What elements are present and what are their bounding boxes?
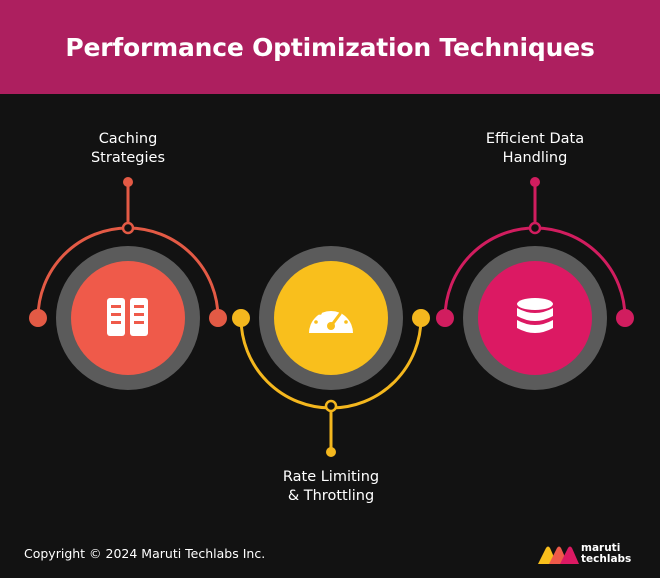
connector-end-dot <box>616 309 634 327</box>
inner-circle <box>71 261 185 375</box>
technique-node-data-handling <box>436 177 634 390</box>
header-banner: Performance Optimization Techniques <box>0 0 660 94</box>
logo-wordmark: maruti techlabs <box>581 542 632 565</box>
connector-end-dot <box>436 309 454 327</box>
logo-mark-icon <box>538 546 579 564</box>
copyright-text: Copyright © 2024 Maruti Techlabs Inc. <box>24 546 266 561</box>
connector-joint <box>121 221 135 235</box>
connector-dot <box>123 177 133 187</box>
connector-end-dot <box>412 309 430 327</box>
connector-joint <box>528 221 542 235</box>
database-icon <box>517 298 553 333</box>
connector-end-dot <box>232 309 250 327</box>
connector-end-dot <box>29 309 47 327</box>
page-title: Performance Optimization Techniques <box>65 32 595 62</box>
technique-label-caching: Caching Strategies <box>90 131 166 166</box>
connector-end-dot <box>209 309 227 327</box>
technique-label-data-handling: Efficient Data Handling <box>485 131 585 166</box>
server-icon <box>107 298 148 336</box>
connector-joint <box>324 399 338 413</box>
company-logo: maruti techlabs <box>538 542 648 568</box>
connector-dot <box>326 447 336 457</box>
speedometer-icon <box>309 306 353 333</box>
technique-label-rate-limiting: Rate Limiting & Throttling <box>282 469 380 504</box>
connector-dot <box>530 177 540 187</box>
technique-node-caching <box>29 177 227 390</box>
technique-node-rate-limiting <box>232 246 430 457</box>
